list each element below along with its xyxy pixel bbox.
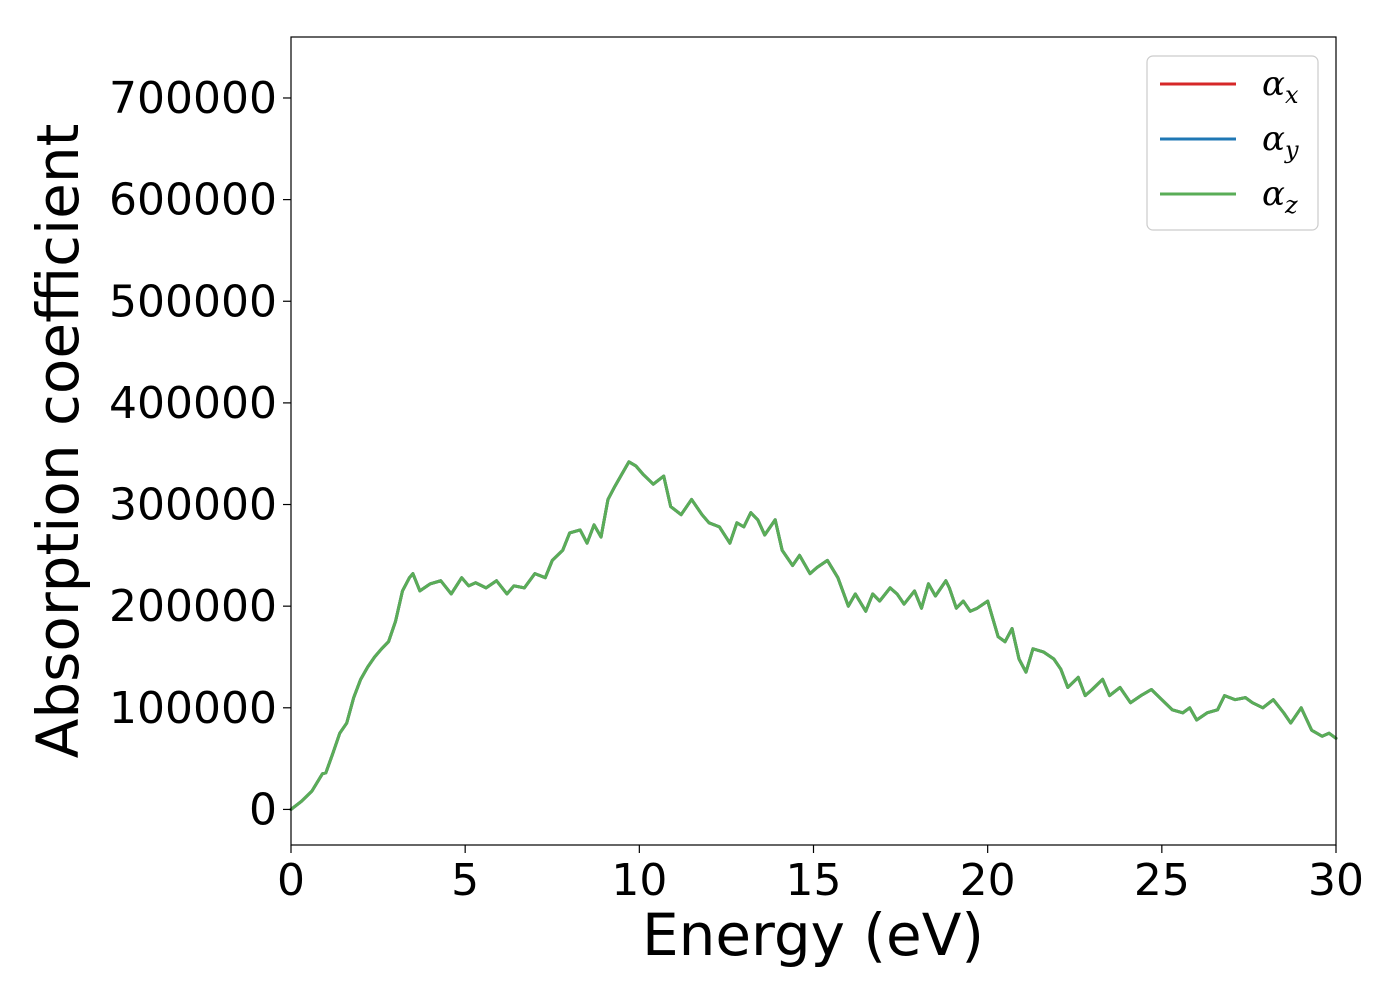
series-line-3 — [289, 460, 1338, 811]
x-tick-label: 15 — [786, 855, 842, 906]
legend-label-1: αx — [1262, 64, 1299, 109]
x-tick-label: 10 — [611, 855, 667, 906]
x-tick-label: 5 — [451, 855, 479, 906]
legend-label-3: αz — [1262, 174, 1298, 219]
series-layer — [289, 460, 1338, 811]
x-tick-label: 25 — [1134, 855, 1190, 906]
x-tick-label: 20 — [960, 855, 1016, 906]
y-tick-label: 500000 — [109, 276, 277, 327]
y-tick-label: 0 — [249, 784, 277, 835]
legend-box — [1146, 55, 1319, 231]
y-tick-label: 100000 — [109, 683, 277, 734]
legend: αx αy αz — [1146, 55, 1319, 231]
x-tick-label: 30 — [1308, 855, 1364, 906]
y-tick-label: 600000 — [109, 175, 277, 226]
x-axis: 0 5 10 15 20 25 30 — [277, 845, 1364, 906]
x-tick-label: 0 — [277, 855, 305, 906]
y-tick-label: 700000 — [109, 73, 277, 124]
y-axis-title: Absorption coefficient — [24, 124, 92, 759]
x-axis-title: Energy (eV) — [642, 901, 984, 969]
y-tick-label: 300000 — [109, 480, 277, 531]
y-axis: 0 100000 200000 300000 400000 500000 600000 700… — [109, 73, 291, 835]
legend-label-2: αy — [1262, 119, 1299, 164]
y-tick-label: 200000 — [109, 581, 277, 632]
y-tick-label: 400000 — [109, 378, 277, 429]
